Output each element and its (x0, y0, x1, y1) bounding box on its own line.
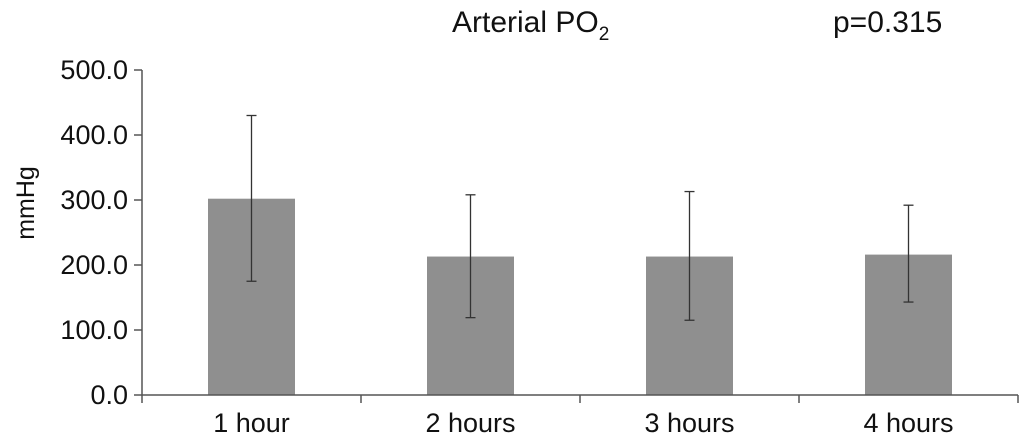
p-value-annotation: p=0.315 (833, 6, 942, 39)
y-tick-label: 0.0 (90, 380, 128, 410)
y-axis-ticks: 0.0 100.0 200.0 300.0 400.0 500.0 (60, 55, 142, 410)
chart-title-main: Arterial PO (452, 6, 599, 39)
y-tick-label: 300.0 (60, 185, 128, 215)
x-tick-label: 1 hour (213, 408, 290, 438)
y-axis-label: mmHg (12, 166, 40, 240)
y-tick-label: 200.0 (60, 250, 128, 280)
x-tick-label: 3 hours (644, 408, 734, 438)
x-tick-label: 2 hours (425, 408, 515, 438)
x-tick-label: 4 hours (863, 408, 953, 438)
y-tick-label: 400.0 (60, 120, 128, 150)
chart-title: Arterial PO2 (452, 6, 609, 45)
y-tick-label: 100.0 (60, 315, 128, 345)
chart-title-subscript: 2 (599, 24, 610, 45)
error-bars (246, 114, 914, 321)
y-tick-label: 500.0 (60, 55, 128, 85)
x-axis-ticks: 1 hour 2 hours 3 hours 4 hours (141, 395, 1019, 438)
bars (208, 198, 952, 395)
